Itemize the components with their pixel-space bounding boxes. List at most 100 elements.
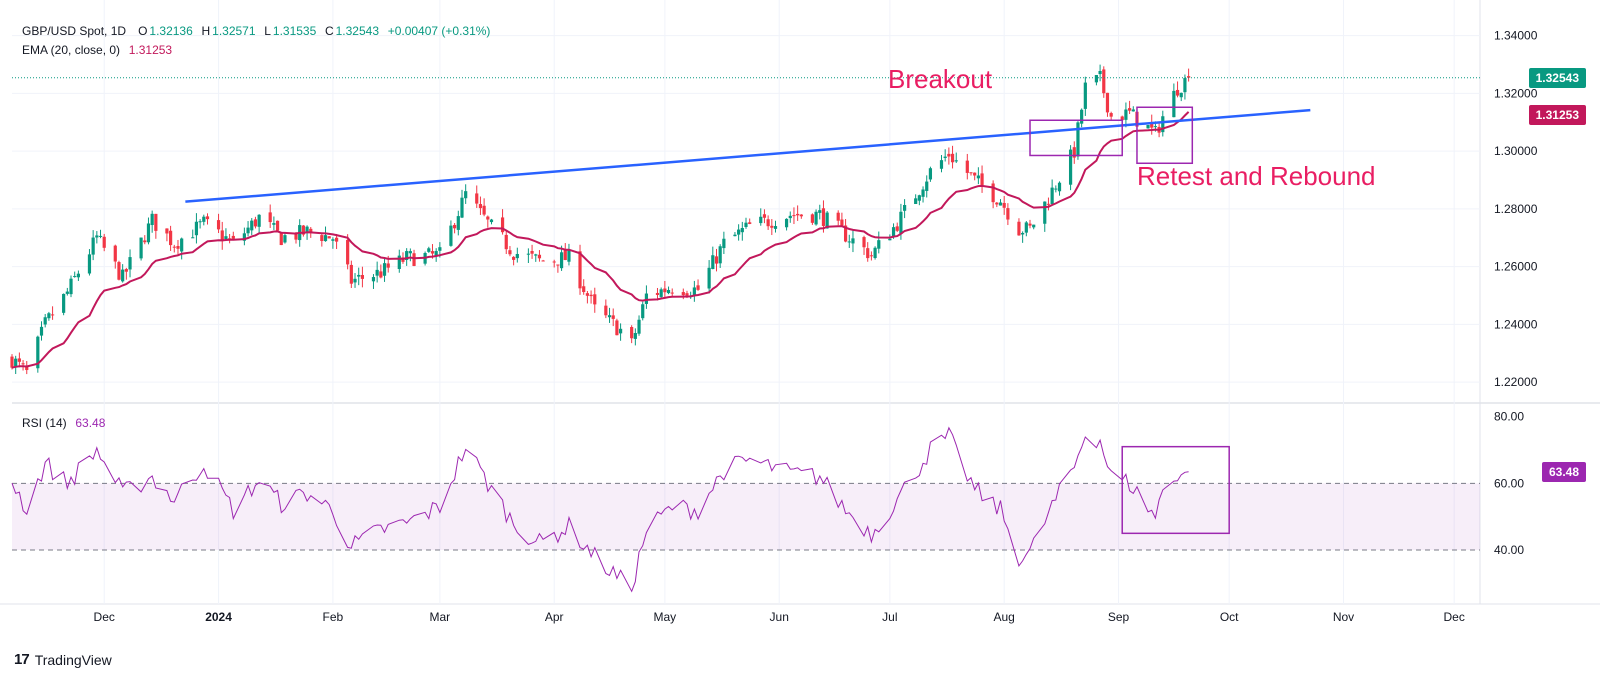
candle-body xyxy=(607,315,612,318)
price-tick-label: 1.28000 xyxy=(1494,202,1538,216)
candle-body xyxy=(353,278,357,283)
tradingview-logo[interactable]: 17 TradingView xyxy=(14,651,112,668)
time-tick-label: Mar xyxy=(430,610,451,624)
candle-body xyxy=(976,175,980,179)
rsi-tick-label: 60.00 xyxy=(1494,476,1524,490)
candle-body xyxy=(305,226,309,232)
high-label: H xyxy=(201,24,211,38)
time-tick-label: Aug xyxy=(994,610,1015,624)
candle-body xyxy=(117,262,121,280)
candle-body xyxy=(139,237,143,259)
candle-body xyxy=(615,320,619,336)
candle-body xyxy=(478,204,483,209)
candle-body xyxy=(770,225,774,228)
candle-body xyxy=(707,267,711,289)
rsi-label[interactable]: RSI (14) xyxy=(22,416,67,430)
candle-body xyxy=(194,221,199,236)
candle-body xyxy=(766,219,770,227)
change-value: +0.00407 (+0.31%) xyxy=(387,24,491,38)
candle-body xyxy=(464,191,468,199)
candle-body xyxy=(666,289,671,294)
ema-label[interactable]: EMA (20, close, 0) xyxy=(22,43,121,57)
open-label: O xyxy=(138,24,148,38)
time-tick-label: Dec xyxy=(94,610,115,624)
price-tick-label: 1.22000 xyxy=(1494,375,1538,389)
rsi-highlight-box xyxy=(1121,445,1230,535)
candle-body xyxy=(589,294,593,297)
candle-body xyxy=(65,291,69,294)
open-value: 1.32136 xyxy=(149,24,193,38)
candle-body xyxy=(840,219,844,227)
candle-body xyxy=(146,223,151,243)
candle-body xyxy=(1127,108,1132,111)
candle-body xyxy=(836,212,840,221)
symbol-label[interactable]: GBP/USD Spot, 1D xyxy=(22,24,127,38)
candle-body xyxy=(95,235,99,238)
candle-body xyxy=(357,274,361,277)
candle-body xyxy=(655,292,660,295)
time-tick-label: Dec xyxy=(1444,610,1465,624)
candle-body xyxy=(1068,149,1073,185)
candle-body xyxy=(301,225,305,235)
candle-body xyxy=(1017,221,1021,236)
candle-body xyxy=(895,226,899,231)
candle-body xyxy=(253,219,258,227)
time-tick-label: May xyxy=(654,610,677,624)
candle-body xyxy=(360,275,365,279)
candle-body xyxy=(1050,187,1054,205)
candle-body xyxy=(386,263,390,268)
candle-body xyxy=(268,212,272,223)
candle-body xyxy=(69,278,73,295)
candle-body xyxy=(453,224,457,229)
candle-body xyxy=(954,160,958,162)
candle-body xyxy=(888,238,892,241)
candle-body xyxy=(346,239,350,265)
candle-body xyxy=(121,269,125,282)
candle-body xyxy=(899,211,903,234)
candle-body xyxy=(515,253,519,259)
candle-body xyxy=(552,261,556,263)
candle-body xyxy=(349,264,353,284)
candle-body xyxy=(950,153,955,163)
candle-body xyxy=(644,293,649,304)
candle-body xyxy=(637,319,641,334)
candle-body xyxy=(246,227,250,234)
candle-body xyxy=(150,213,154,226)
candle-body xyxy=(618,328,623,334)
ema-line xyxy=(11,111,1190,369)
candle-body xyxy=(375,269,379,276)
low-value: 1.31535 xyxy=(272,24,317,38)
candle-body xyxy=(633,333,637,339)
candle-body xyxy=(604,305,608,316)
candle-body xyxy=(39,326,44,336)
candle-body xyxy=(737,229,741,235)
candle-body xyxy=(567,249,571,262)
candle-body xyxy=(257,214,261,227)
candle-body xyxy=(991,183,995,203)
candle-body xyxy=(722,238,726,249)
candle-body xyxy=(748,222,752,224)
price-tick-label: 1.24000 xyxy=(1494,317,1538,331)
candle-body xyxy=(744,222,748,227)
candle-body xyxy=(408,251,412,254)
candle-body xyxy=(818,210,822,213)
retest-rebound-annotation: Retest and Rebound xyxy=(1137,161,1376,191)
candle-body xyxy=(810,214,814,223)
candle-body xyxy=(10,356,14,368)
candle-body xyxy=(1057,182,1062,192)
candle-body xyxy=(939,160,944,169)
candle-body xyxy=(456,216,460,230)
candle-body xyxy=(1002,202,1006,208)
candle-body xyxy=(220,230,224,242)
candle-body xyxy=(973,172,977,176)
candle-body xyxy=(530,251,534,254)
candle-body xyxy=(124,269,128,272)
highlight-box xyxy=(1029,119,1123,157)
time-tick-label: Feb xyxy=(323,610,344,624)
candle-body xyxy=(320,235,324,241)
tradingview-mark-icon: 17 xyxy=(14,651,30,668)
candle-body xyxy=(427,248,431,252)
high-value: 1.32571 xyxy=(212,24,256,38)
candle-body xyxy=(224,236,228,240)
